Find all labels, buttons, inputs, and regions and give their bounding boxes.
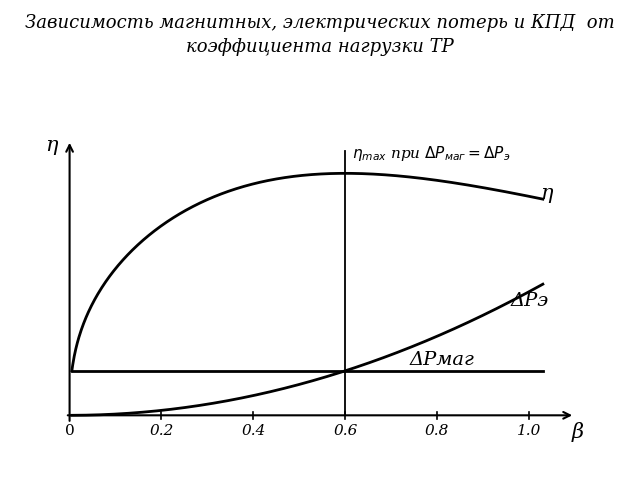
Text: ΔPмаг: ΔPмаг — [410, 351, 474, 369]
Text: η: η — [541, 184, 553, 203]
Text: 0.4: 0.4 — [241, 424, 266, 438]
Text: 1.0: 1.0 — [517, 424, 541, 438]
Text: 0.6: 0.6 — [333, 424, 358, 438]
Text: Зависимость магнитных, электрических потерь и КПД  от
коэффициента нагрузки ТР: Зависимость магнитных, электрических пот… — [25, 14, 615, 56]
Text: 0.8: 0.8 — [425, 424, 449, 438]
Text: β: β — [572, 422, 584, 442]
Text: 0.2: 0.2 — [149, 424, 173, 438]
Text: η: η — [45, 136, 58, 155]
Text: $\eta_{max}$ при $\Delta P_{маг}$$=\Delta P_{э}$: $\eta_{max}$ при $\Delta P_{маг}$$=\Delt… — [352, 144, 511, 163]
Text: ΔPэ: ΔPэ — [511, 292, 549, 311]
Text: 0: 0 — [65, 424, 74, 438]
